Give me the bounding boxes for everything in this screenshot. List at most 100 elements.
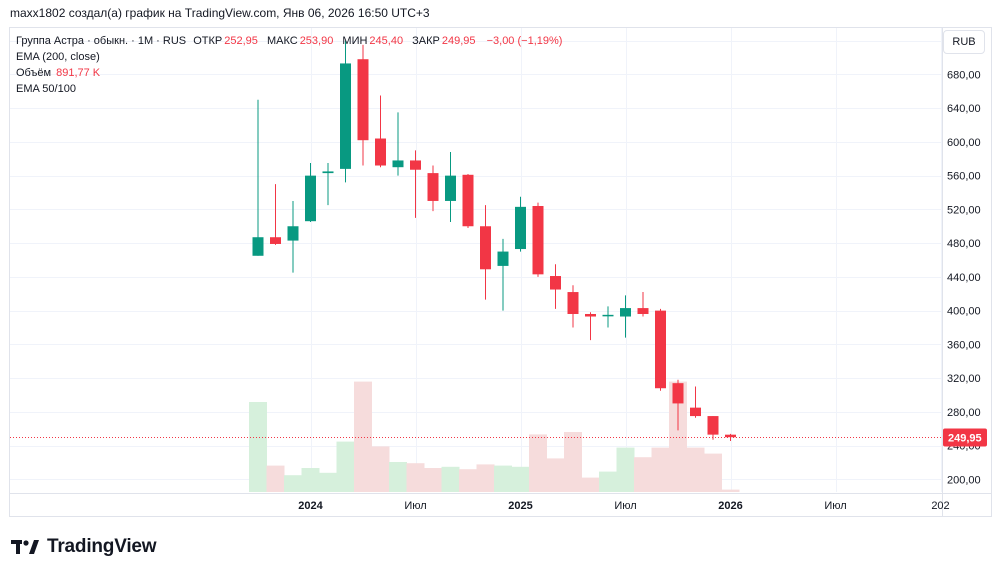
low-label: МИН [342, 35, 368, 47]
candle-body [550, 276, 561, 290]
volume-bar [354, 381, 372, 492]
candle-body [690, 407, 701, 417]
x-tick-label: 202 [931, 500, 949, 512]
volume-bar [651, 447, 670, 492]
volume-bar [249, 402, 267, 492]
y-tick-label: 480,00 [947, 238, 981, 250]
y-tick-label: 360,00 [947, 339, 981, 351]
volume-label: Объём [16, 67, 52, 79]
volume-bar [616, 447, 635, 492]
volume-bar [581, 477, 600, 492]
high-label: МАКС [266, 35, 298, 47]
candle-body [410, 160, 421, 170]
candle-body [497, 251, 509, 266]
volume-value: 891,77 K [56, 67, 101, 79]
candle-body [305, 175, 316, 222]
open-value: 252,95 [224, 35, 258, 47]
volume-bar [266, 465, 285, 492]
volume-bar [301, 468, 320, 492]
candle-body [655, 310, 666, 389]
candle-body [480, 226, 491, 270]
x-tick-label: Июл [824, 500, 846, 512]
y-tick-label: 520,00 [947, 204, 981, 216]
candle-body [672, 383, 684, 404]
ema200-indicator[interactable]: EMA (200, close) [16, 51, 100, 63]
volume-bar [406, 463, 425, 492]
volume-bar [704, 453, 722, 492]
volume-bar [634, 457, 652, 492]
volume-bar [721, 489, 740, 492]
x-tick-label: 2025 [508, 500, 532, 512]
candle-body [322, 171, 334, 174]
candle-body [707, 416, 719, 435]
candle-body [427, 173, 439, 201]
volume-bar [529, 434, 547, 492]
ohlc-legend-row: Группа Астра · обыкн. · 1M · RUS ОТКР 252… [16, 33, 568, 49]
tradingview-logo[interactable]: TradingView [11, 536, 157, 558]
volume-bar [511, 466, 530, 492]
y-tick-label: 280,00 [947, 407, 981, 419]
volume-bar [494, 465, 512, 492]
close-label: ЗАКР [412, 35, 440, 47]
currency-button[interactable]: RUB [943, 30, 985, 54]
volume-bar [319, 472, 337, 492]
x-tick-label: 2024 [298, 500, 323, 512]
candle-body [375, 138, 386, 166]
y-tick-label: 200,00 [947, 474, 981, 486]
y-tick-label: 600,00 [947, 137, 981, 149]
candle-body [725, 434, 736, 438]
y-tick-label: 640,00 [947, 103, 981, 115]
low-value: 245,40 [369, 35, 404, 47]
volume-bar [441, 466, 460, 492]
y-tick-label: 440,00 [947, 272, 981, 284]
volume-bar [546, 458, 565, 492]
candle-body [270, 237, 281, 244]
volume-bar [424, 468, 442, 492]
candle-body [287, 226, 299, 241]
volume-bar [476, 464, 495, 492]
candle-body [585, 313, 596, 317]
volume-bar [599, 471, 617, 492]
y-tick-label: 320,00 [947, 373, 981, 385]
volume-indicator[interactable]: Объём 891,77 K [16, 65, 568, 81]
high-value: 253,90 [299, 35, 334, 47]
volume-bar [389, 462, 407, 492]
chart-caption: maxx1802 создал(а) график на TradingView… [10, 6, 430, 20]
volume-bar [336, 441, 355, 492]
candle-body [462, 174, 474, 227]
close-value: 249,95 [441, 35, 476, 47]
last-price-badge [943, 428, 987, 447]
candle-body [445, 175, 456, 201]
volume-bar [284, 475, 302, 492]
x-tick-label: Июл [404, 500, 426, 512]
candle-body [567, 292, 579, 314]
y-tick-label: 400,00 [947, 306, 981, 318]
candle-body [515, 206, 526, 250]
x-tick-label: 2026 [718, 500, 742, 512]
candle-body [340, 63, 351, 169]
x-tick-label: Июл [614, 500, 636, 512]
open-label: ОТКР [193, 35, 223, 47]
y-tick-label: 560,00 [947, 171, 981, 183]
candle-body [637, 308, 649, 314]
tradingview-logo-icon [11, 540, 39, 554]
candle-body [252, 237, 264, 256]
volume-bar [669, 381, 687, 492]
ema-50-100-indicator[interactable]: EMA 50/100 [16, 83, 76, 95]
y-tick-label: 680,00 [947, 69, 981, 81]
volume-bar [564, 432, 582, 492]
tradingview-wordmark: TradingView [47, 536, 157, 557]
chart-legend: Группа Астра · обыкн. · 1M · RUS ОТКР 252… [16, 33, 568, 97]
candle-body [620, 308, 631, 317]
volume-bar [459, 469, 477, 492]
change-value: −3,00 (−1,19%) [486, 35, 563, 47]
candle-body [602, 314, 614, 317]
volume-bar [371, 446, 390, 492]
volume-bar [686, 447, 705, 492]
symbol-title[interactable]: Группа Астра · обыкн. · 1M · RUS [16, 35, 187, 47]
candle-body [532, 206, 544, 275]
chart-frame [9, 27, 992, 517]
candle-body [392, 160, 404, 168]
last-price-label: 249,95 [948, 433, 982, 445]
